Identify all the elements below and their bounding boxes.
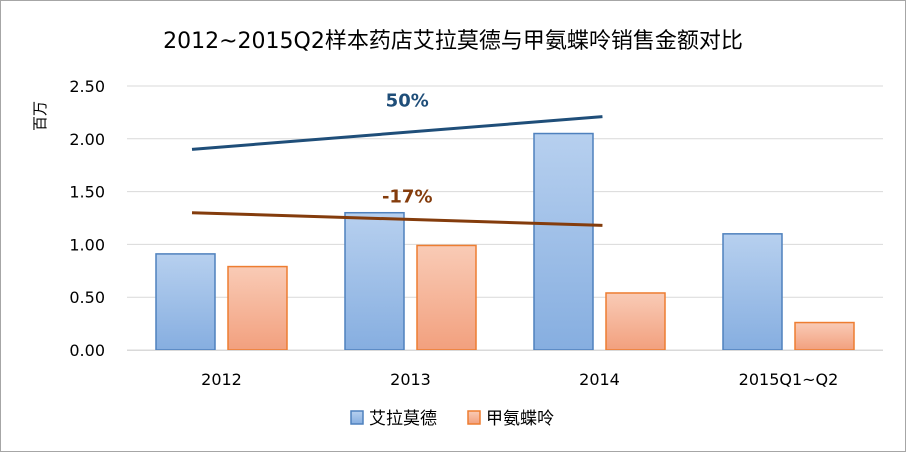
- trend-label: 50%: [386, 91, 429, 112]
- bar-ailamode: [155, 253, 216, 351]
- x-axis-ticks: 2012 2013 2014 2015Q1~Q2: [127, 350, 883, 389]
- legend-swatch: [467, 410, 481, 425]
- y-axis-ticks: 0.00 0.50 1.00 1.50 2.00 2.50: [69, 77, 105, 360]
- bar-jiaandieling: [416, 244, 477, 351]
- bar-ailamode: [533, 132, 594, 351]
- y-tick-label: 0.50: [69, 288, 105, 307]
- annotations: 50% -17%: [191, 91, 603, 227]
- legend-label: 甲氨蝶呤: [486, 409, 554, 429]
- x-tick-label: 2012: [201, 370, 242, 389]
- trend-label: -17%: [382, 187, 433, 208]
- x-tick-label: 2015Q1~Q2: [739, 370, 839, 389]
- legend-label: 艾拉莫德: [369, 409, 437, 429]
- x-tick-label: 2014: [579, 370, 620, 389]
- bars: [155, 132, 855, 351]
- legend: 艾拉莫德 甲氨蝶呤: [350, 409, 554, 429]
- trend-line: [191, 211, 603, 227]
- legend-swatch: [350, 410, 364, 425]
- y-tick-label: 1.50: [69, 183, 105, 202]
- bar-jiaandieling: [227, 265, 288, 351]
- y-tick-label: 2.00: [69, 130, 105, 149]
- bar-jiaandieling: [605, 292, 666, 351]
- bar-ailamode: [344, 211, 405, 351]
- y-tick-label: 0.00: [69, 341, 105, 360]
- y-tick-label: 1.00: [69, 235, 105, 254]
- chart-title: 2012~2015Q2样本药店艾拉莫德与甲氨蝶呤销售金额对比: [163, 29, 743, 54]
- y-axis-label: 百万: [31, 101, 49, 131]
- y-tick-label: 2.50: [69, 77, 105, 96]
- bar-jiaandieling: [794, 321, 855, 351]
- trend-line: [191, 115, 603, 151]
- bar-ailamode: [722, 233, 783, 351]
- x-tick-label: 2013: [390, 370, 431, 389]
